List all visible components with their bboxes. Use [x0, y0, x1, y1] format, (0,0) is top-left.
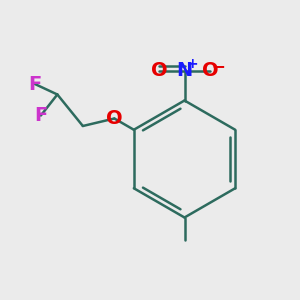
Text: O: O [106, 109, 123, 128]
Text: N: N [176, 61, 193, 80]
Text: +: + [186, 58, 198, 71]
Text: F: F [28, 74, 41, 94]
Text: F: F [34, 106, 47, 125]
Text: O: O [151, 61, 167, 80]
Text: O: O [202, 61, 218, 80]
Text: −: − [212, 57, 225, 75]
